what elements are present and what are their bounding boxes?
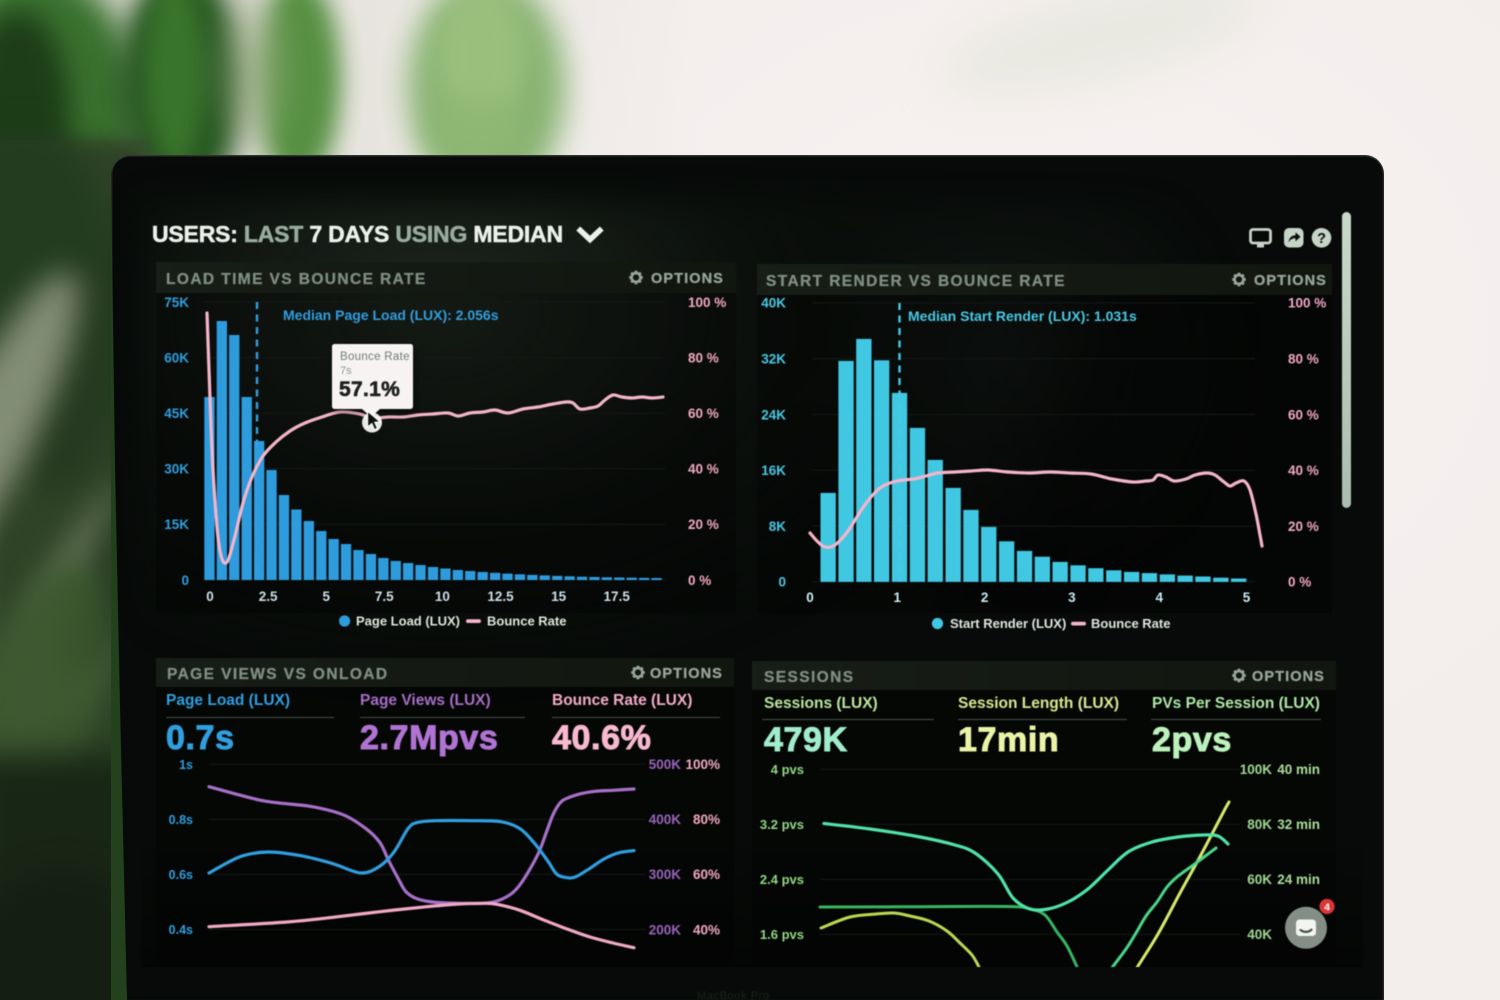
- svg-text:7.5: 7.5: [375, 589, 394, 604]
- svg-text:60%: 60%: [693, 867, 720, 882]
- svg-text:30K: 30K: [164, 462, 189, 477]
- svg-text:32 min: 32 min: [1277, 817, 1320, 832]
- svg-text:24K: 24K: [761, 407, 786, 422]
- svg-text:8K: 8K: [769, 519, 787, 534]
- svg-text:60K: 60K: [164, 350, 189, 365]
- svg-text:5: 5: [1243, 590, 1251, 605]
- svg-text:15K: 15K: [164, 517, 189, 532]
- svg-text:200K: 200K: [649, 922, 682, 937]
- svg-text:16K: 16K: [761, 463, 786, 478]
- svg-text:12.5: 12.5: [487, 589, 514, 604]
- svg-text:24 min: 24 min: [1277, 872, 1320, 887]
- svg-text:20 %: 20 %: [688, 517, 719, 532]
- svg-text:40 %: 40 %: [1288, 463, 1319, 478]
- svg-text:300K: 300K: [649, 867, 682, 882]
- svg-text:40%: 40%: [693, 922, 720, 937]
- svg-text:0: 0: [206, 589, 214, 604]
- svg-text:400K: 400K: [649, 812, 682, 827]
- svg-text:2.5: 2.5: [259, 589, 278, 604]
- svg-text:Median Page Load (LUX): 2.056s: Median Page Load (LUX): 2.056s: [283, 307, 499, 323]
- svg-text:3.2 pvs: 3.2 pvs: [760, 817, 804, 832]
- svg-text:100%: 100%: [685, 757, 720, 772]
- svg-text:40K: 40K: [761, 296, 786, 311]
- svg-text:0 %: 0 %: [688, 573, 711, 588]
- svg-text:4: 4: [1324, 901, 1330, 913]
- svg-text:80K: 80K: [1247, 817, 1272, 832]
- svg-text:100 %: 100 %: [1288, 296, 1326, 311]
- svg-text:80 %: 80 %: [688, 350, 719, 365]
- svg-text:75K: 75K: [164, 295, 189, 310]
- svg-text:0: 0: [778, 575, 786, 590]
- svg-text:Start Render (LUX): Start Render (LUX): [950, 616, 1066, 631]
- svg-text:4: 4: [1155, 590, 1163, 605]
- svg-text:40K: 40K: [1247, 927, 1272, 942]
- svg-text:0 %: 0 %: [1288, 575, 1311, 590]
- svg-text:100K: 100K: [1240, 762, 1273, 777]
- svg-text:15: 15: [551, 589, 567, 604]
- svg-text:0: 0: [806, 590, 814, 605]
- svg-text:2: 2: [981, 590, 989, 605]
- svg-text:0.4s: 0.4s: [169, 923, 193, 937]
- svg-text:45K: 45K: [164, 406, 189, 421]
- svg-text:1s: 1s: [179, 758, 193, 772]
- svg-text:2.4 pvs: 2.4 pvs: [760, 872, 804, 887]
- svg-text:1.6 pvs: 1.6 pvs: [760, 927, 804, 942]
- svg-text:0: 0: [181, 573, 189, 588]
- svg-text:40 min: 40 min: [1277, 762, 1320, 777]
- svg-text:100 %: 100 %: [688, 295, 726, 310]
- svg-text:?: ?: [1317, 231, 1326, 247]
- svg-text:17.5: 17.5: [604, 589, 631, 604]
- svg-text:10: 10: [435, 589, 450, 604]
- svg-text:60K: 60K: [1247, 872, 1272, 887]
- svg-text:4 pvs: 4 pvs: [771, 762, 804, 777]
- svg-text:60 %: 60 %: [688, 406, 719, 421]
- svg-text:32K: 32K: [761, 352, 786, 367]
- svg-text:40 %: 40 %: [688, 462, 719, 477]
- svg-text:80 %: 80 %: [1288, 352, 1319, 367]
- svg-text:3: 3: [1068, 590, 1076, 605]
- svg-text:80%: 80%: [693, 812, 720, 827]
- svg-text:500K: 500K: [649, 757, 682, 772]
- svg-text:Bounce Rate: Bounce Rate: [487, 614, 566, 629]
- svg-text:0.6s: 0.6s: [169, 868, 193, 882]
- svg-text:Median Start Render (LUX): 1.0: Median Start Render (LUX): 1.031s: [908, 308, 1137, 324]
- svg-text:60 %: 60 %: [1288, 407, 1319, 422]
- svg-text:20 %: 20 %: [1288, 519, 1319, 534]
- svg-text:Bounce Rate: Bounce Rate: [1091, 616, 1170, 631]
- svg-text:1: 1: [894, 590, 902, 605]
- svg-text:0.8s: 0.8s: [169, 813, 193, 827]
- svg-text:Page Load (LUX): Page Load (LUX): [356, 614, 460, 629]
- svg-text:5: 5: [322, 589, 330, 604]
